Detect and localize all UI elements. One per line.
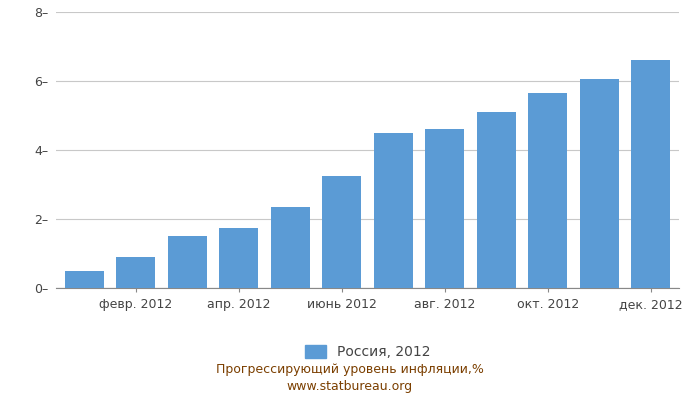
Bar xyxy=(477,112,515,288)
Bar xyxy=(580,79,619,288)
Text: www.statbureau.org: www.statbureau.org xyxy=(287,380,413,393)
Bar xyxy=(116,257,155,288)
Bar xyxy=(631,60,670,288)
Bar xyxy=(323,176,361,288)
Bar xyxy=(374,133,412,288)
Bar xyxy=(168,236,206,288)
Text: Прогрессирующий уровень инфляции,%: Прогрессирующий уровень инфляции,% xyxy=(216,364,484,376)
Bar xyxy=(271,207,309,288)
Bar xyxy=(65,271,104,288)
Legend: Россия, 2012: Россия, 2012 xyxy=(304,345,430,359)
Bar xyxy=(528,93,567,288)
Bar xyxy=(220,228,258,288)
Bar xyxy=(426,129,464,288)
